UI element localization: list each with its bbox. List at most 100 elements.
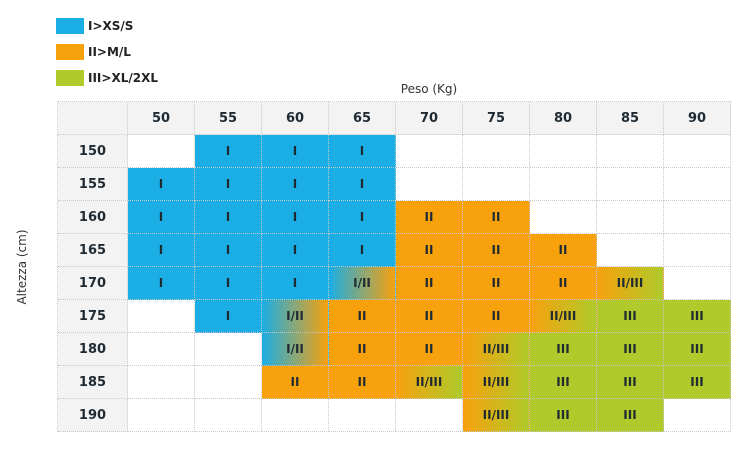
legend-item-size-2: II>M/L xyxy=(56,42,158,62)
row-header-height-150: 150 xyxy=(58,135,128,168)
table-corner xyxy=(58,102,128,135)
size-cell-160-85 xyxy=(597,201,664,234)
row-header-height-165: 165 xyxy=(58,234,128,267)
size-cell-175-85: III xyxy=(597,300,664,333)
size-cell-155-70 xyxy=(396,168,463,201)
size-cell-180-80: III xyxy=(530,333,597,366)
size-cell-185-85: III xyxy=(597,366,664,399)
size-cell-150-80 xyxy=(530,135,597,168)
size-cell-165-65: I xyxy=(329,234,396,267)
size-cell-160-55: I xyxy=(195,201,262,234)
row-header-height-185: 185 xyxy=(58,366,128,399)
column-header-weight-65: 65 xyxy=(329,102,396,135)
size-cell-150-75 xyxy=(463,135,530,168)
size-cell-170-75: II xyxy=(463,267,530,300)
size-cell-185-90: III xyxy=(664,366,731,399)
row-header-height-190: 190 xyxy=(58,399,128,432)
size-cell-165-85 xyxy=(597,234,664,267)
size-cell-160-75: II xyxy=(463,201,530,234)
row-header-height-160: 160 xyxy=(58,201,128,234)
column-header-weight-60: 60 xyxy=(262,102,329,135)
size-cell-150-60: I xyxy=(262,135,329,168)
size-cell-185-50 xyxy=(128,366,195,399)
size-cell-185-75: II/III xyxy=(463,366,530,399)
size-cell-170-55: I xyxy=(195,267,262,300)
size-cell-155-65: I xyxy=(329,168,396,201)
size-cell-180-70: II xyxy=(396,333,463,366)
size-cell-170-70: II xyxy=(396,267,463,300)
size-cell-190-50 xyxy=(128,399,195,432)
size-cell-160-50: I xyxy=(128,201,195,234)
size-cell-180-65: II xyxy=(329,333,396,366)
column-header-weight-80: 80 xyxy=(530,102,597,135)
size-cell-185-65: II xyxy=(329,366,396,399)
size-cell-155-55: I xyxy=(195,168,262,201)
size-cell-165-60: I xyxy=(262,234,329,267)
column-header-weight-75: 75 xyxy=(463,102,530,135)
size-cell-175-75: II xyxy=(463,300,530,333)
size-cell-175-60: I/II xyxy=(262,300,329,333)
size-cell-160-60: I xyxy=(262,201,329,234)
size-cell-160-70: II xyxy=(396,201,463,234)
size-cell-165-80: II xyxy=(530,234,597,267)
x-axis-label: Peso (Kg) xyxy=(400,82,458,96)
size-cell-175-50 xyxy=(128,300,195,333)
column-header-weight-55: 55 xyxy=(195,102,262,135)
legend-item-size-1: I>XS/S xyxy=(56,16,158,36)
size-cell-160-65: I xyxy=(329,201,396,234)
row-header-height-155: 155 xyxy=(58,168,128,201)
size-cell-150-65: I xyxy=(329,135,396,168)
size-cell-190-85: III xyxy=(597,399,664,432)
legend-item-size-3: III>XL/2XL xyxy=(56,68,158,88)
size-cell-150-85 xyxy=(597,135,664,168)
size-cell-175-55: I xyxy=(195,300,262,333)
size-cell-190-55 xyxy=(195,399,262,432)
column-header-weight-90: 90 xyxy=(664,102,731,135)
size-cell-180-60: I/II xyxy=(262,333,329,366)
size-cell-180-75: II/III xyxy=(463,333,530,366)
size-cell-165-75: II xyxy=(463,234,530,267)
size-cell-155-60: I xyxy=(262,168,329,201)
size-cell-170-65: I/II xyxy=(329,267,396,300)
size-cell-165-90 xyxy=(664,234,731,267)
column-header-weight-70: 70 xyxy=(396,102,463,135)
size-cell-155-50: I xyxy=(128,168,195,201)
size-cell-155-75 xyxy=(463,168,530,201)
column-header-weight-85: 85 xyxy=(597,102,664,135)
size-cell-190-90 xyxy=(664,399,731,432)
size-cell-160-90 xyxy=(664,201,731,234)
column-header-weight-50: 50 xyxy=(128,102,195,135)
size-cell-175-70: II xyxy=(396,300,463,333)
size-cell-190-60 xyxy=(262,399,329,432)
size-cell-190-70 xyxy=(396,399,463,432)
size-table: 50 55 60 65 70 75 80 85 90 150 I I I 155 I I I I 160 I I I I II… xyxy=(57,101,731,432)
size-cell-185-55 xyxy=(195,366,262,399)
size-cell-190-65 xyxy=(329,399,396,432)
size-cell-155-85 xyxy=(597,168,664,201)
y-axis-label: Altezza (cm) xyxy=(15,229,29,305)
size-cell-150-90 xyxy=(664,135,731,168)
size-cell-175-80: II/III xyxy=(530,300,597,333)
size-cell-160-80 xyxy=(530,201,597,234)
legend-swatch-size-2 xyxy=(56,44,84,60)
legend-label-size-1: I>XS/S xyxy=(88,19,134,33)
size-cell-155-90 xyxy=(664,168,731,201)
size-cell-155-80 xyxy=(530,168,597,201)
size-cell-175-90: III xyxy=(664,300,731,333)
size-cell-150-55: I xyxy=(195,135,262,168)
size-cell-165-50: I xyxy=(128,234,195,267)
size-cell-185-80: III xyxy=(530,366,597,399)
size-cell-170-50: I xyxy=(128,267,195,300)
row-header-height-170: 170 xyxy=(58,267,128,300)
size-cell-185-70: II/III xyxy=(396,366,463,399)
size-cell-170-85: II/III xyxy=(597,267,664,300)
legend-swatch-size-3 xyxy=(56,70,84,86)
size-cell-150-70 xyxy=(396,135,463,168)
size-cell-180-90: III xyxy=(664,333,731,366)
row-header-height-175: 175 xyxy=(58,300,128,333)
size-cell-190-80: III xyxy=(530,399,597,432)
row-header-height-180: 180 xyxy=(58,333,128,366)
legend-swatch-size-1 xyxy=(56,18,84,34)
size-cell-170-80: II xyxy=(530,267,597,300)
size-cell-170-90 xyxy=(664,267,731,300)
